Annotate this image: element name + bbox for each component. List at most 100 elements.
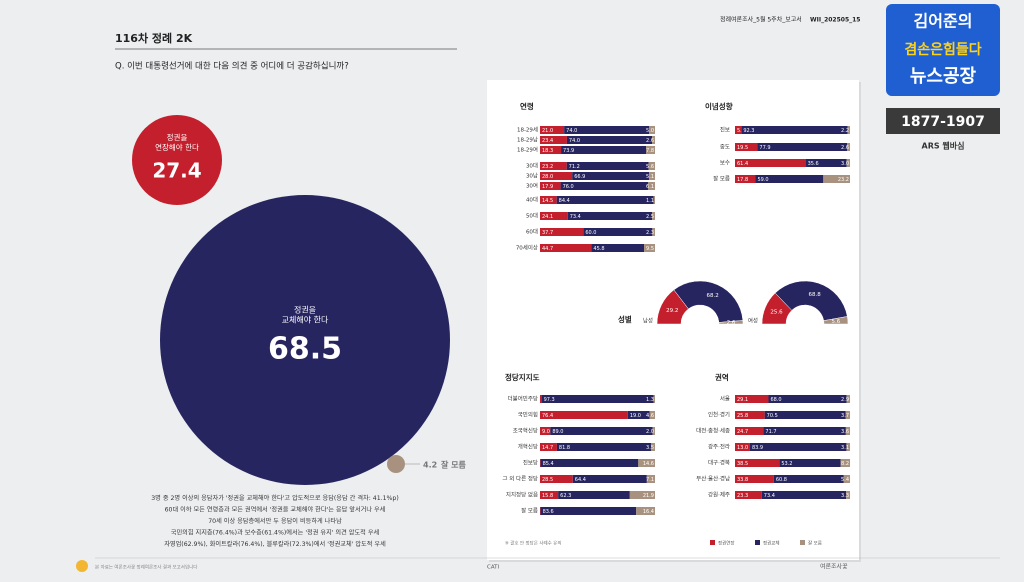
bar-value: 44.7	[542, 246, 553, 252]
summary-line: 국민의힘 지지층(76.4%)과 보수층(61.4%)에서는 '정권 유지' 의…	[171, 529, 380, 537]
bar-value: 60.8	[776, 477, 787, 483]
donut-segment	[718, 320, 744, 325]
row-label: 서울	[720, 395, 730, 403]
bar-value: 35.6	[808, 161, 819, 167]
bar-segment	[735, 459, 780, 467]
bar-value: 17.9	[542, 184, 553, 190]
bar-segment	[846, 491, 850, 499]
bar-value: 71.7	[765, 429, 776, 435]
legend-swatch	[710, 540, 715, 545]
bar-value: 2.2	[841, 128, 849, 134]
bar-value: 25.8	[737, 413, 748, 419]
row-label: 60대	[526, 228, 538, 236]
bar-segment	[583, 228, 653, 236]
bar-segment	[761, 491, 847, 499]
bar-segment	[847, 126, 850, 134]
bar-value: 62.3	[560, 493, 571, 499]
bar-segment	[735, 491, 762, 499]
bar-value: 2.9	[841, 397, 849, 403]
bar-segment	[648, 162, 655, 170]
bar-value: 3.1	[841, 445, 849, 451]
bar-value: 3.0	[841, 161, 849, 167]
bar-value: 1.3	[646, 397, 654, 403]
donut-value: 5.6	[832, 319, 841, 325]
legend-label: 정권연장	[718, 540, 735, 547]
bar-segment	[572, 172, 650, 180]
legend-label: 정권교체	[763, 540, 780, 547]
bar-value: 5.6	[646, 164, 654, 170]
bar-segment	[735, 175, 756, 183]
bar-segment	[649, 172, 655, 180]
bubble-value: 68.5	[268, 332, 342, 367]
bar-value: 64.4	[575, 477, 586, 483]
bar-segment	[560, 182, 648, 190]
gender-label: 여성	[748, 317, 758, 325]
bar-value: 13.0	[737, 445, 748, 451]
bar-segment	[735, 126, 742, 134]
bar-segment	[540, 491, 559, 499]
bar-segment	[556, 196, 654, 204]
bar-segment	[629, 491, 655, 499]
bar-value: 28.0	[542, 174, 553, 180]
bar-segment	[652, 228, 655, 236]
row-label: 조국혁신당	[513, 427, 538, 435]
bubble	[387, 455, 405, 473]
bar-segment	[749, 443, 847, 451]
bar-segment	[566, 136, 653, 144]
bar-value: 14.7	[542, 445, 553, 451]
bar-value: 24.7	[737, 429, 748, 435]
bar-value: 6.1	[646, 184, 654, 190]
bar-segment	[540, 459, 541, 467]
summary-line: 3명 중 2명 이상의 응답자가 '정권을 교체해야 한다'고 압도적으로 응답…	[151, 494, 399, 502]
bar-segment	[540, 172, 573, 180]
bar-value: 74.0	[569, 138, 580, 144]
row-label: 대구·경북	[708, 459, 730, 467]
bar-segment	[540, 395, 542, 403]
bar-segment	[652, 212, 655, 220]
bar-segment	[735, 395, 769, 403]
bar-segment	[735, 443, 750, 451]
bar-value: 21.9	[643, 493, 654, 499]
row-label: 강원·제주	[708, 491, 730, 499]
bar-segment	[540, 182, 561, 190]
bar-segment	[779, 459, 841, 467]
bar-segment	[653, 395, 655, 403]
bar-segment	[755, 175, 824, 183]
legend-swatch	[800, 540, 805, 545]
row-label: 국민의힘	[518, 411, 538, 419]
bar-value: 2.0	[646, 429, 654, 435]
footer-left: 본 자료는 여론조사꽃 정례여론조사 결과 보고서입니다	[95, 564, 198, 571]
row-label: 70세이상	[516, 244, 538, 252]
bar-segment	[741, 126, 848, 134]
row-label: 중도	[720, 144, 730, 151]
bar-value: 73.4	[764, 493, 775, 499]
bar-value: 7.1	[646, 477, 654, 483]
bar-value: 7.8	[646, 148, 654, 154]
bar-value: 5.0	[646, 128, 654, 134]
bar-value: 9.5	[646, 246, 654, 252]
footer-logo	[76, 560, 88, 572]
row-label: 40대	[526, 196, 538, 204]
bar-value: 9.0	[542, 429, 550, 435]
donut-value: 68.8	[808, 292, 821, 298]
row-label: 인천·경기	[708, 411, 730, 419]
bar-value: 81.8	[559, 445, 570, 451]
bar-value: 14.6	[643, 461, 654, 467]
bar-value: 1.1	[646, 198, 654, 204]
row-label: 광주·전라	[708, 443, 730, 451]
bar-segment	[652, 427, 655, 435]
bar-segment	[558, 491, 630, 499]
bar-value: 33.8	[737, 477, 748, 483]
row-label: 부산·울산·경남	[696, 475, 730, 483]
logo-box	[886, 4, 1000, 96]
bar-segment	[564, 126, 650, 134]
bar-segment	[735, 159, 806, 167]
row-label: 18-29여	[517, 146, 538, 154]
row-label: 30여	[526, 182, 538, 190]
panel-title: 권역	[715, 372, 729, 382]
bar-value: 4.6	[646, 413, 654, 419]
row-label: 대전·충청·세종	[696, 427, 730, 435]
row-label: 30대	[526, 162, 538, 170]
bar-segment	[649, 411, 655, 419]
